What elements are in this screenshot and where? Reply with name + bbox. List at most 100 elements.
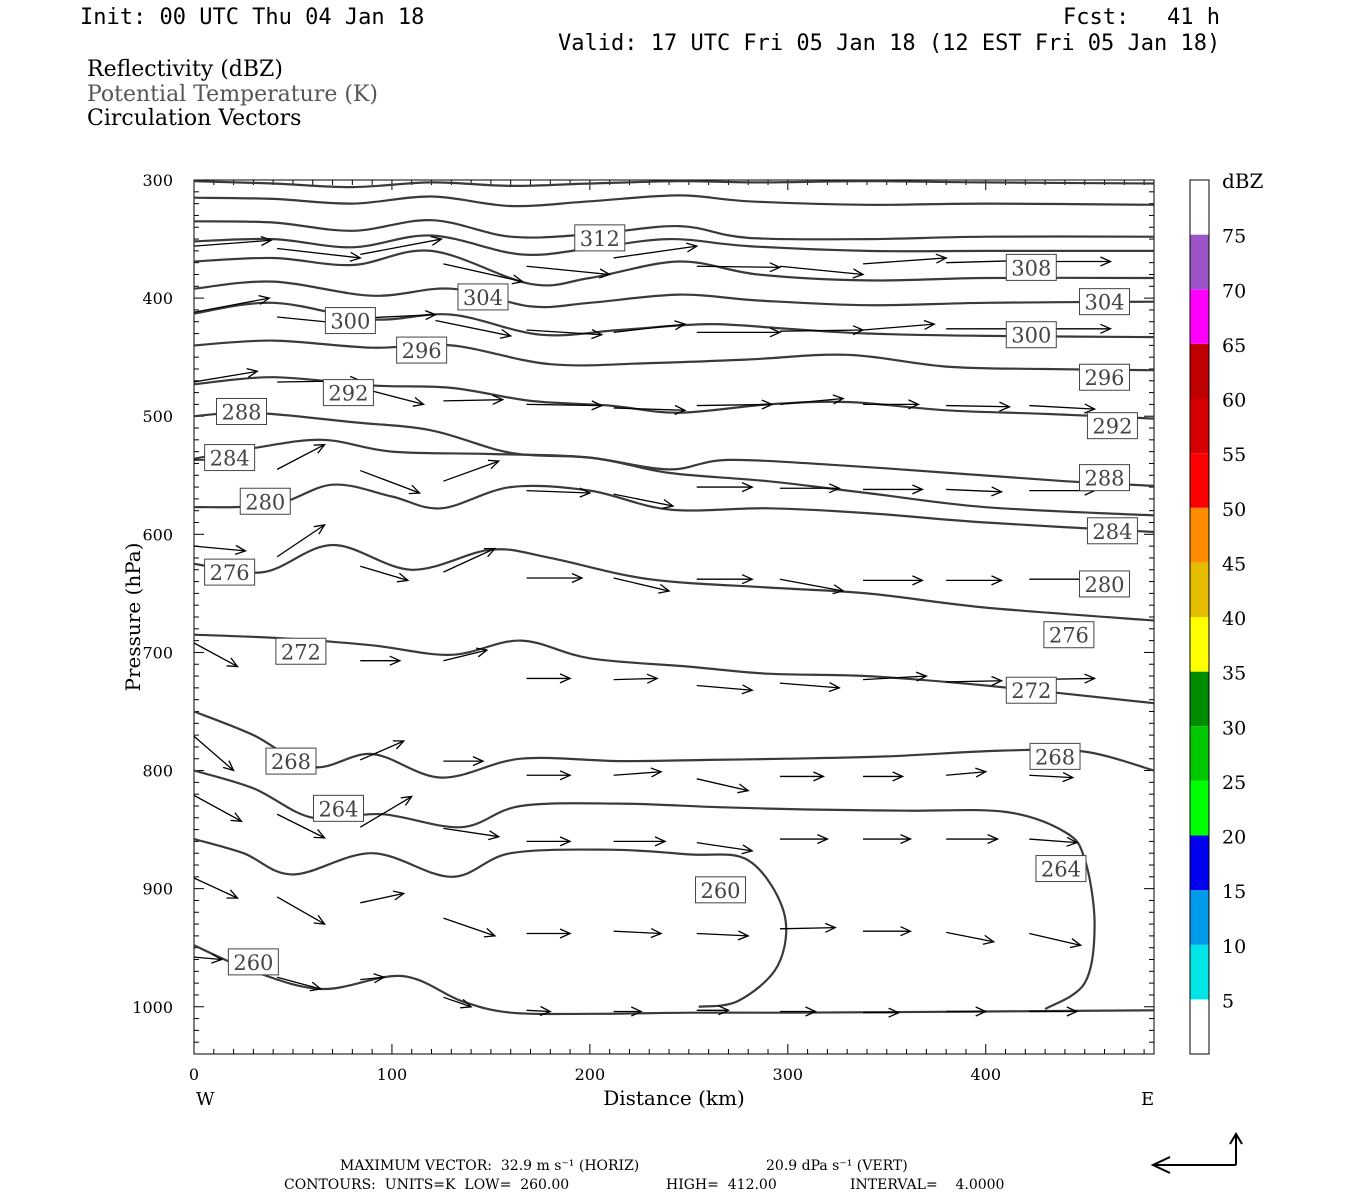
theta-label: 300 [1005,321,1057,349]
circulation-vector [194,294,271,313]
colorbar-segment [1190,343,1209,399]
colorbar-unit: dBZ [1222,169,1264,193]
circulation-vector [276,896,326,925]
circulation-vector [360,740,406,761]
circulation-vector [526,770,572,781]
circulation-vector [613,836,667,847]
theta-label: 268 [1029,742,1081,770]
colorbar-segment [1190,180,1209,235]
circulation-vector [443,647,489,662]
theta-label: 308 [1005,253,1057,281]
contour-info: CONTOURS: UNITS=K LOW= 260.00 [284,1177,570,1193]
theta-contour-276 [194,543,1154,622]
theta-label: 288 [1079,464,1131,492]
y-tick-label: 1000 [132,998,173,1017]
theta-label-text: 300 [1011,324,1051,348]
circulation-vector [526,836,572,847]
axis-ticks [193,179,1154,1055]
theta-label: 276 [204,558,256,586]
theta-contour-268 [194,710,1154,779]
colorbar-segment [1190,671,1209,727]
circulation-vector [779,682,841,693]
contour-interval: INTERVAL= 4.0000 [850,1177,1005,1193]
theta-label-text: 284 [210,447,250,471]
colorbar-segment [1190,234,1209,290]
theta-contour-280 [194,483,1154,534]
circulation-vector [194,953,224,964]
theta-label-text: 276 [210,561,250,585]
circulation-vector [443,996,473,1009]
colorbar-level-label: 45 [1222,553,1246,575]
circulation-vector [613,767,663,778]
theta-label: 292 [322,379,374,407]
theta-label-text: 292 [328,382,368,406]
circulation-vector [194,235,273,247]
theta-label-text: 288 [1084,467,1124,491]
circulation-vector [526,1005,552,1017]
circulation-vector [696,778,750,794]
circulation-vector [276,976,323,992]
field-potential-temperature: Potential Temperature (K) [87,82,378,107]
circulation-vector [946,675,1004,687]
circulation-vector [862,253,948,265]
axis-tick-labels: 0 100 200 300 400 300 400 500 600 700 800 900 1000 [132,171,1001,1084]
circulation-vector [443,263,525,285]
colorbar-segment [1190,780,1209,836]
circulation-vector [696,930,750,941]
colorbar-segment [1190,890,1209,945]
circulation-vector [526,329,604,340]
circulation-vector [526,673,572,684]
circulation-vector [194,794,243,823]
colorbar-level-label: 20 [1222,827,1246,849]
circulation-vector [613,404,687,416]
colorbar-segment [1190,507,1209,563]
colorbar-level-label: 60 [1222,390,1246,412]
theta-label: 272 [275,637,327,665]
circulation-vector [526,265,612,279]
circulation-vector [696,841,754,855]
circulation-vector [360,565,410,583]
theta-contour-284 [194,438,1154,517]
theta-label-text: 300 [330,310,370,334]
y-tick-label: 500 [142,407,173,426]
valid-time: Valid: 17 UTC Fri 05 Jan 18 (12 EST Fri … [558,31,1221,56]
theta-label: 284 [204,444,256,472]
circulation-vector [779,483,841,494]
colorbar-level-label: 25 [1222,772,1246,794]
theta-label: 312 [574,224,626,252]
theta-label: 304 [1079,288,1131,316]
circulation-vector [194,367,259,383]
y-tick-label: 300 [142,171,173,190]
x-tick-label: 400 [970,1065,1001,1084]
colorbar-level-label: 65 [1222,335,1246,357]
circulation-vector [276,524,326,558]
circulation-vector [696,1005,730,1016]
colorbar-segment [1190,617,1209,672]
max-vector-horizontal: MAXIMUM VECTOR: 32.9 m s⁻¹ (HORIZ) [340,1158,640,1174]
circulation-vector [696,262,782,273]
colorbar-level-label: 30 [1222,717,1246,739]
circulation-vector [277,247,362,262]
theta-label-text: 284 [1092,520,1132,544]
circulation-vector [526,400,604,411]
x-axis-east-label: E [1141,1089,1154,1110]
circulation-vector [443,827,501,841]
circulation-vector [613,928,663,939]
colorbar-level-label: 35 [1222,663,1246,685]
circulation-vector [194,642,239,668]
colorbar-level-label: 70 [1222,280,1246,302]
theta-contour-288 [194,411,1154,487]
theta-label-text: 272 [1011,679,1051,703]
colorbar-level-label: 75 [1222,226,1246,248]
y-tick-label: 600 [142,525,173,544]
colorbar-segment [1190,453,1209,508]
circulation-vector [779,1006,818,1017]
circulation-vector [613,1006,643,1017]
circulation-vector [443,394,505,405]
circulation-vector [1029,1006,1079,1017]
theta-label-text: 304 [463,286,503,310]
circulation-vector [863,399,921,410]
theta-label: 296 [1079,363,1131,391]
y-tick-label: 900 [142,880,173,899]
x-tick-label: 300 [773,1065,804,1084]
